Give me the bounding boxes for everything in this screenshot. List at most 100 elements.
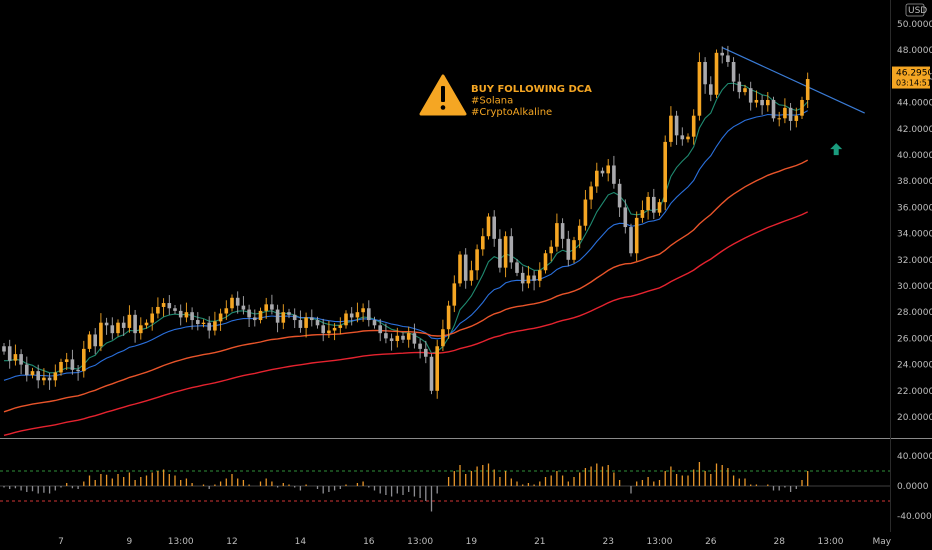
candle <box>378 318 382 342</box>
candle <box>515 259 519 277</box>
candle <box>321 318 325 342</box>
candle <box>116 319 120 337</box>
candle <box>606 159 610 182</box>
price-tick-label: 24.0000 <box>897 361 932 371</box>
candle <box>338 317 343 335</box>
candle <box>213 311 217 336</box>
candle <box>492 210 496 247</box>
candle <box>629 223 633 257</box>
price-tick-label: 40.0000 <box>897 151 932 161</box>
candle <box>207 316 211 339</box>
last-price-label: 46.2950 <box>896 69 932 79</box>
candle <box>104 317 109 335</box>
candle <box>697 52 702 121</box>
candle <box>367 300 371 327</box>
candle <box>600 167 605 177</box>
price-tick-label: 20.0000 <box>897 413 932 423</box>
candle <box>178 304 183 326</box>
candle <box>538 262 542 288</box>
trendline[interactable] <box>721 47 865 114</box>
time-tick-label: 23 <box>602 537 613 547</box>
candle <box>509 228 514 269</box>
candle <box>646 192 650 220</box>
candle <box>691 109 696 145</box>
candle <box>349 307 354 326</box>
candle <box>737 73 742 99</box>
candle <box>161 298 166 317</box>
candle <box>144 319 149 329</box>
candle <box>520 266 525 292</box>
price-tick-label: 44.0000 <box>897 99 932 109</box>
candle <box>720 46 724 64</box>
annotation-line: #CryptoAlkaline <box>471 107 552 118</box>
candle <box>424 340 428 364</box>
candle <box>70 349 75 375</box>
candle <box>270 294 274 315</box>
candle <box>469 260 474 286</box>
time-axis[interactable]: 7 9 13:00 12 14 16 13:00 19 21 23 13:00 26 28 13:00 Ma… <box>58 537 892 547</box>
currency-label: USD <box>908 6 927 16</box>
candle <box>42 368 46 386</box>
price-tick-label: 36.0000 <box>897 203 932 213</box>
candle <box>572 236 576 264</box>
candle <box>53 364 58 387</box>
candle <box>196 312 200 331</box>
candlesticks <box>2 45 810 399</box>
candle <box>560 218 565 249</box>
candle <box>355 302 360 323</box>
candle <box>640 200 645 223</box>
price-tick-label: 42.0000 <box>897 125 932 135</box>
oscillator-tick-label: 0.0000 <box>897 482 929 492</box>
candle <box>800 96 804 119</box>
time-tick-label: 28 <box>773 537 785 547</box>
candle <box>714 49 719 99</box>
candle <box>190 307 194 330</box>
candle <box>526 265 531 289</box>
candle <box>332 323 337 341</box>
candle <box>441 319 445 352</box>
time-tick-label: 19 <box>466 537 478 547</box>
candle <box>258 307 263 324</box>
time-tick-label: 13:00 <box>168 537 194 547</box>
currency-badge[interactable]: USD <box>905 3 927 17</box>
time-tick-label: 13:00 <box>647 537 673 547</box>
candle <box>566 230 571 267</box>
candle <box>481 228 485 256</box>
candle <box>25 356 29 382</box>
candle <box>418 338 422 359</box>
candle <box>794 107 799 128</box>
candle <box>13 344 18 366</box>
warning-icon <box>419 74 467 116</box>
candle <box>264 297 268 319</box>
candle <box>766 91 770 112</box>
candle <box>475 244 479 280</box>
oscillator-tick-label: -40.0000 <box>897 512 932 522</box>
time-tick-label: 13:00 <box>818 537 844 547</box>
candle <box>595 162 599 193</box>
candle <box>327 320 331 339</box>
candle <box>657 198 662 216</box>
candle <box>47 372 52 390</box>
candle <box>287 308 291 319</box>
candle <box>555 213 559 252</box>
candle <box>230 294 234 312</box>
candle <box>127 305 132 333</box>
price-axis[interactable]: 50.000048.000046.000044.000042.000040.00… <box>0 0 932 532</box>
annotation: BUY FOLLOWING DCA#Solana#CryptoAlkaline <box>419 74 843 156</box>
candle <box>247 304 251 328</box>
candle <box>121 316 126 336</box>
candle <box>612 155 616 189</box>
candle <box>401 332 405 343</box>
candle <box>304 312 308 338</box>
candle <box>201 319 206 328</box>
candle <box>463 248 468 289</box>
candle <box>82 340 86 378</box>
candle <box>59 358 63 376</box>
candle <box>743 84 747 96</box>
candle <box>634 211 639 262</box>
buy-arrow-icon <box>830 143 843 156</box>
candle <box>139 317 143 340</box>
oscillator-panel <box>0 462 890 512</box>
